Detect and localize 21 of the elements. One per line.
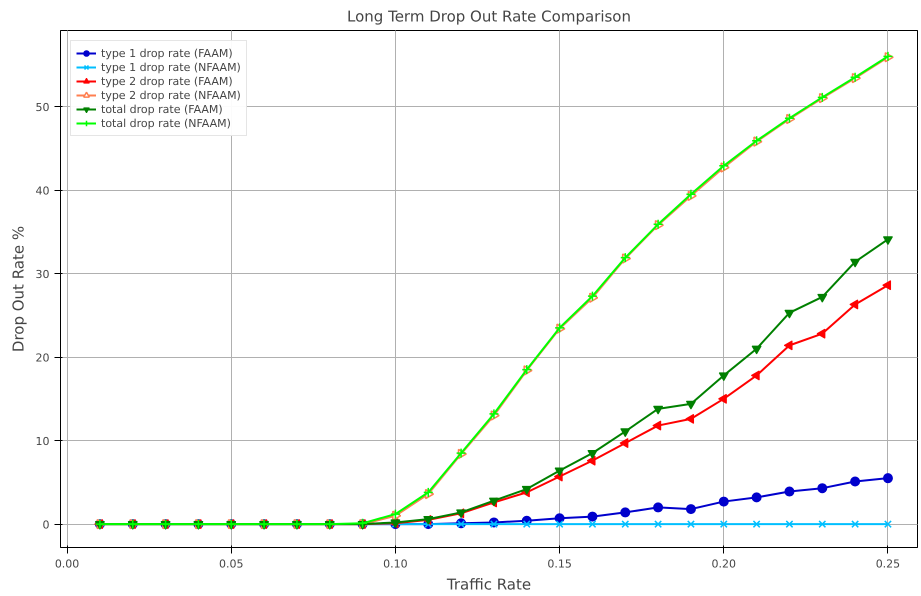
y-tick-label: 30 [36, 268, 50, 282]
x-tick-label: 0.05 [218, 558, 244, 570]
x-tick-label: 0.25 [876, 558, 900, 570]
y-tick-label: 50 [36, 101, 50, 114]
y-tick-label: 40 [36, 184, 50, 198]
x-axis-title: Traffic Rate [446, 576, 532, 594]
legend-label: total drop rate (NFAAM) [101, 116, 231, 130]
legend-label: total drop rate (FAAM) [101, 102, 223, 116]
y-axis-title: Drop Out Rate % [10, 226, 28, 352]
x-tick-label: 0.15 [547, 558, 572, 570]
legend-label: type 1 drop rate (FAAM) [101, 46, 233, 60]
chart-title: Long Term Drop Out Rate Comparison [347, 8, 631, 26]
x-tick-label: 0.10 [383, 558, 408, 570]
legend-label: type 1 drop rate (NFAAM) [101, 60, 241, 74]
y-tick-label: 10 [36, 435, 50, 448]
y-tick-label: 20 [36, 352, 50, 365]
legend-label: type 2 drop rate (FAAM) [101, 74, 233, 88]
y-tick-label: 0 [42, 518, 50, 532]
x-tick-label: 0.20 [712, 558, 736, 570]
legend-label: type 2 drop rate (NFAAM) [101, 88, 241, 102]
x-tick-label: 0.00 [54, 558, 80, 570]
